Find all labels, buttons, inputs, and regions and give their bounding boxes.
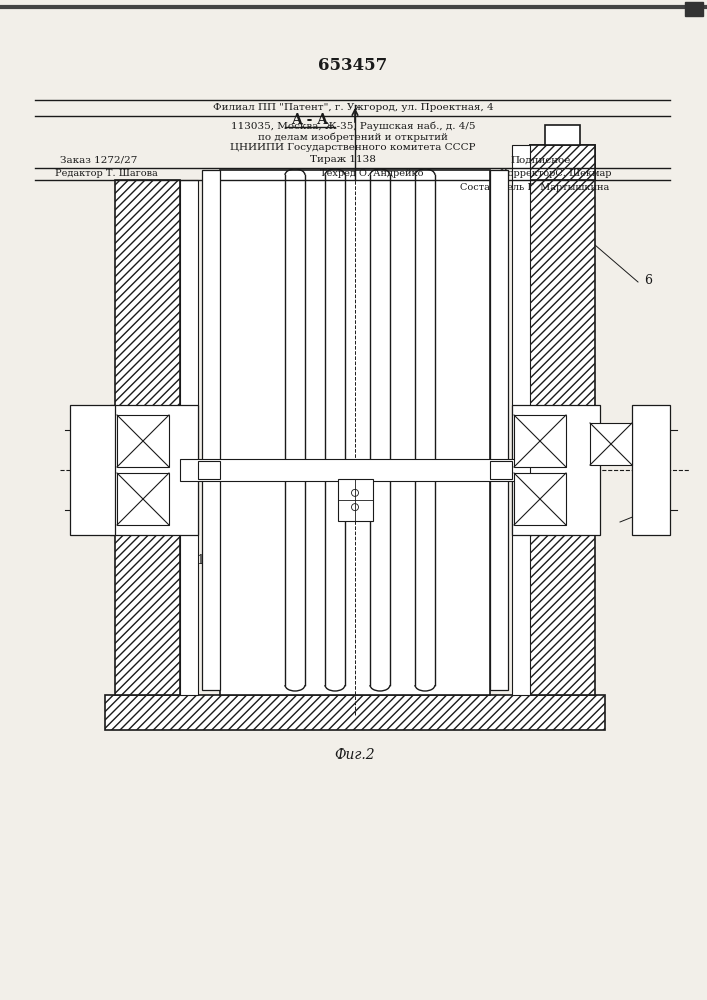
- Bar: [115, 180, 180, 695]
- Bar: [180, 459, 530, 481]
- Bar: [685, 2, 703, 16]
- Bar: [202, 170, 220, 690]
- Text: Редактор Т. Шагова: Редактор Т. Шагова: [55, 169, 158, 178]
- Text: 113035, Москва, Ж-35, Раушская наб., д. 4/5: 113035, Москва, Ж-35, Раушская наб., д. …: [230, 121, 475, 131]
- Text: 653457: 653457: [318, 56, 387, 74]
- Text: Тираж 1138: Тираж 1138: [310, 155, 376, 164]
- Bar: [512, 405, 600, 535]
- Bar: [70, 405, 115, 535]
- Text: Фиг.2: Фиг.2: [334, 748, 375, 762]
- Text: A - A: A - A: [291, 113, 329, 127]
- Bar: [117, 473, 169, 525]
- Text: 5: 5: [656, 504, 664, 516]
- Bar: [514, 473, 566, 525]
- Text: ЦНИИПИ Государственного комитета СССР: ЦНИИПИ Государственного комитета СССР: [230, 143, 476, 152]
- Bar: [338, 479, 373, 521]
- Bar: [632, 405, 670, 535]
- Text: Филиал ПП "Патент", г. Ужгород, ул. Проектная, 4: Филиал ПП "Патент", г. Ужгород, ул. Прое…: [213, 104, 493, 112]
- Bar: [512, 145, 530, 695]
- Text: Техред О. Андрейко: Техред О. Андрейко: [320, 169, 423, 178]
- Text: КорректорС. Шекмар: КорректорС. Шекмар: [500, 169, 612, 178]
- Bar: [490, 170, 508, 690]
- Bar: [530, 145, 595, 695]
- Bar: [105, 695, 605, 730]
- Bar: [110, 405, 198, 535]
- Bar: [530, 145, 595, 180]
- Bar: [180, 180, 198, 695]
- Text: по делам изобретений и открытий: по делам изобретений и открытий: [258, 132, 448, 142]
- Bar: [490, 461, 512, 479]
- Text: Заказ 1272/27: Заказ 1272/27: [60, 155, 137, 164]
- Bar: [545, 125, 580, 145]
- Text: Подписное: Подписное: [510, 155, 571, 164]
- Bar: [220, 170, 490, 695]
- Text: Составитель Г. Мартышкина: Составитель Г. Мартышкина: [460, 184, 609, 192]
- Text: 4: 4: [656, 446, 664, 458]
- Text: 1: 1: [196, 554, 204, 566]
- Bar: [117, 415, 169, 467]
- Bar: [514, 415, 566, 467]
- Bar: [590, 423, 632, 465]
- Bar: [198, 461, 220, 479]
- Text: 6: 6: [644, 273, 652, 286]
